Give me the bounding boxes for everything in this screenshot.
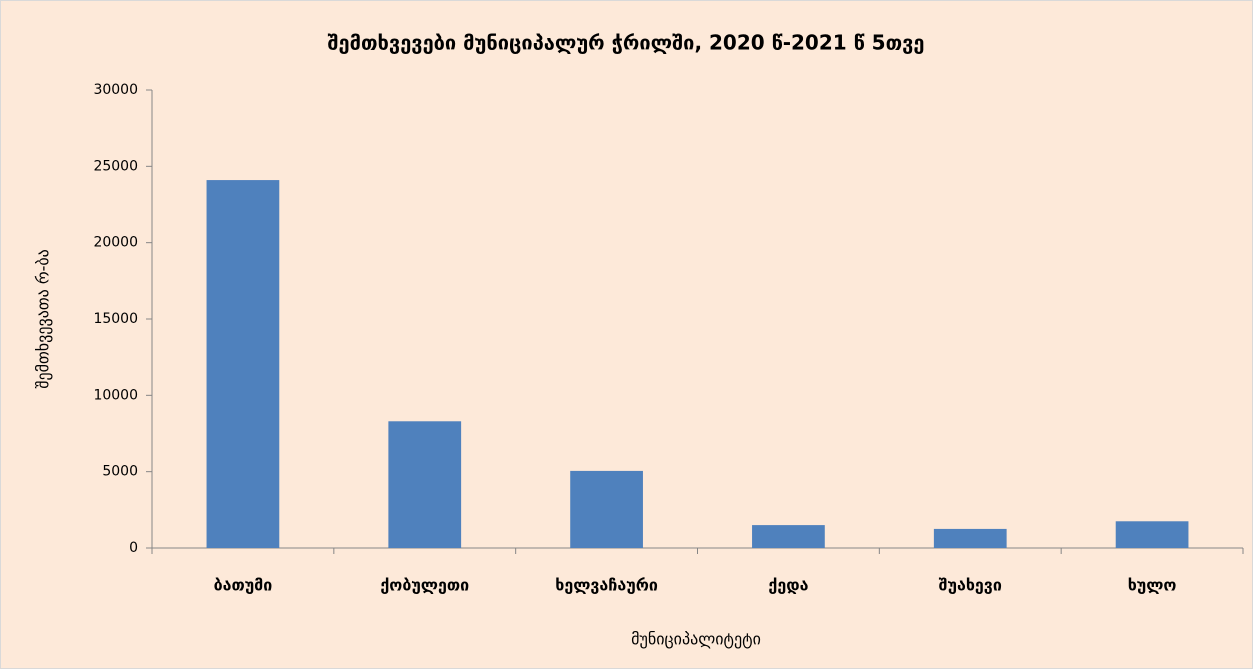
- y-tick-label: 10000: [93, 387, 138, 403]
- x-axis-label: მუნიციპალიტეტი: [631, 630, 761, 649]
- x-tick-label: შუახევი: [939, 576, 1002, 595]
- x-tick-label: ხელვაჩაური: [555, 576, 658, 595]
- x-tick-label: ხულო: [1128, 576, 1177, 595]
- y-tick-label: 5000: [102, 464, 138, 480]
- x-tick-label: ქედა: [768, 576, 808, 595]
- bar: [1115, 521, 1189, 548]
- x-tick-label: ქობულეთი: [380, 576, 469, 595]
- bar: [570, 470, 643, 548]
- bar: [388, 421, 462, 548]
- chart-title: შემთხვევები მუნიციპალურ ჭრილში, 2020 წ-2…: [327, 31, 924, 55]
- x-tick-label: ბათუმი: [214, 576, 273, 595]
- bar: [933, 528, 1007, 548]
- bar: [752, 525, 825, 548]
- y-tick-label: 15000: [93, 311, 138, 327]
- bar: [206, 180, 280, 548]
- y-tick-label: 20000: [93, 235, 138, 251]
- y-axis-label: შემთხვევათა რ-ბა: [34, 249, 53, 389]
- y-tick-label: 30000: [93, 82, 138, 98]
- y-tick-label: 0: [129, 540, 138, 556]
- y-tick-label: 25000: [93, 158, 138, 174]
